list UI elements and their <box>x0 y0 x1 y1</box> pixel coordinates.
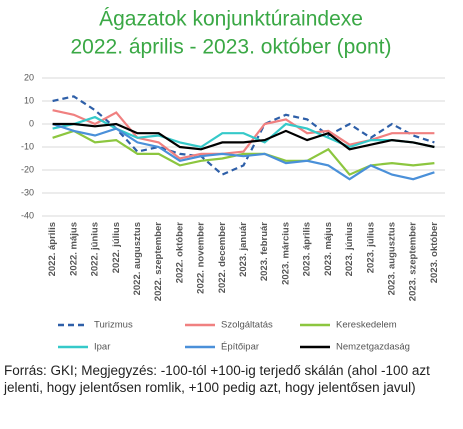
x-tick-label: 2022. július <box>111 222 122 273</box>
footnote: Forrás: GKI; Megjegyzés: -100-tól +100-i… <box>4 363 430 395</box>
legend-label: Nemzetgazdaság <box>336 342 410 353</box>
chart-subtitle: 2022. április - 2023. október (pont) <box>70 36 391 59</box>
y-tick-label: -20 <box>21 164 34 174</box>
y-tick-label: -10 <box>21 141 34 151</box>
x-tick-label: 2022. október <box>174 222 185 284</box>
x-tick-label: 2023. május <box>323 222 334 276</box>
legend-label: Építőipar <box>221 342 259 353</box>
chart: Ágazatok konjunktúraindexe 2022. április… <box>21 8 445 353</box>
x-tick-label: 2022. június <box>90 222 101 276</box>
x-tick-label: 2022. május <box>68 222 79 276</box>
x-tick-label: 2022. november <box>196 222 207 294</box>
x-tick-label: 2022. december <box>217 222 228 294</box>
y-tick-label: 20 <box>24 72 34 82</box>
x-tick-label: 2023. február <box>259 222 270 281</box>
y-tick-label: -30 <box>21 187 34 197</box>
x-tick-label: 2023. október <box>429 222 440 284</box>
series-line <box>52 122 435 151</box>
y-tick-label: 10 <box>24 95 34 105</box>
x-tick-label: 2023. április <box>302 222 313 276</box>
x-tick-label: 2023. augusztus <box>386 222 397 295</box>
legend-label: Szolgáltatás <box>221 320 273 331</box>
y-tick-label: 0 <box>29 118 34 128</box>
x-tick-label: 2022. augusztus <box>132 222 143 295</box>
x-tick-label: 2023. szeptember <box>408 222 419 302</box>
x-tick-label: 2023. január <box>238 222 249 277</box>
chart-title: Ágazatok konjunktúraindexe <box>99 8 363 31</box>
legend-label: Turizmus <box>94 320 133 331</box>
x-tick-label: 2023. július <box>365 222 376 273</box>
x-tick-label: 2023. március <box>280 222 291 285</box>
x-tick-label: 2022. április <box>47 222 58 276</box>
x-tick-label: 2023. június <box>344 222 355 276</box>
series-line <box>52 122 435 181</box>
legend-label: Ipar <box>94 342 110 353</box>
x-tick-label: 2022. szeptember <box>153 222 164 302</box>
y-tick-label: -40 <box>21 210 34 220</box>
legend-label: Kereskedelem <box>336 320 397 331</box>
series-line <box>52 95 435 176</box>
